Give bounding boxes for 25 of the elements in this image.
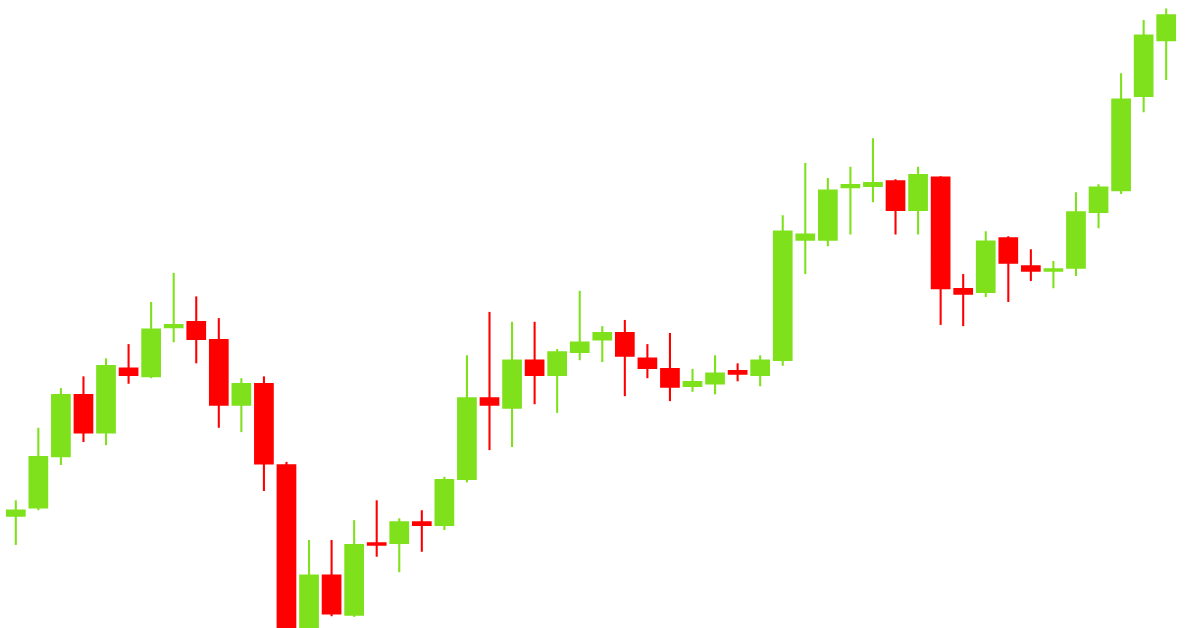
candlestick xyxy=(863,137,883,204)
candlestick xyxy=(795,162,816,276)
candlestick xyxy=(547,348,568,414)
candlestick xyxy=(163,271,184,344)
candlestick xyxy=(750,354,771,388)
candlestick xyxy=(614,318,635,398)
candlestick xyxy=(682,367,703,393)
candlestick xyxy=(569,289,590,362)
candlestick xyxy=(231,377,252,434)
candlestick xyxy=(660,331,680,403)
candlestick xyxy=(705,354,725,396)
candlestick xyxy=(366,499,387,558)
candlestick xyxy=(1021,248,1041,282)
candlestick xyxy=(411,509,432,553)
candlestick xyxy=(592,325,613,364)
candlestick xyxy=(953,273,974,328)
candlestick xyxy=(389,517,410,574)
candlestick xyxy=(637,343,658,380)
candlestick xyxy=(118,343,139,385)
candlestick xyxy=(840,165,861,236)
candlestick xyxy=(186,295,207,365)
candlestick xyxy=(5,499,26,546)
candlestick xyxy=(1043,260,1064,290)
candlestick xyxy=(524,320,545,406)
candlestick xyxy=(479,310,500,452)
